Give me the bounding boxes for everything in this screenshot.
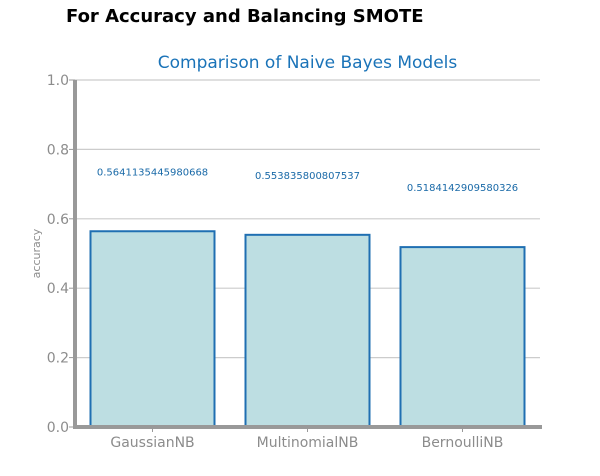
data-label: 0.5184142909580326 [407, 183, 518, 194]
data-labels: 0.5641135445980668 0.553835800807537 0.518… [97, 167, 518, 194]
bar-multinomialnb [244, 233, 371, 428]
chart-title: Comparison of Naive Bayes Models [158, 53, 458, 73]
y-axis-label: accuracy [30, 228, 43, 278]
bar-gaussiannb [89, 230, 216, 428]
data-label: 0.553835800807537 [255, 171, 360, 182]
y-tick-label: 0.8 [47, 142, 69, 158]
bars [89, 230, 526, 428]
x-tick-label: MultinomialNB [257, 435, 359, 451]
y-tick-label: 0.4 [47, 281, 69, 297]
x-tick-labels: GaussianNB MultinomialNB BernoulliNB [110, 427, 503, 451]
y-tick-label: 0.6 [47, 212, 69, 228]
y-tick-label: 0.2 [47, 351, 69, 367]
bar-bernoullinb [399, 246, 526, 428]
data-label: 0.5641135445980668 [97, 167, 208, 178]
x-tick-label: GaussianNB [110, 435, 194, 451]
y-tick-labels: 0.0 0.2 0.4 0.6 0.8 1.0 [47, 73, 75, 436]
y-tick-label: 1.0 [47, 73, 69, 89]
page-heading: For Accuracy and Balancing SMOTE [66, 6, 424, 27]
x-tick-label: BernoulliNB [422, 435, 504, 451]
y-tick-label: 0.0 [47, 420, 69, 436]
